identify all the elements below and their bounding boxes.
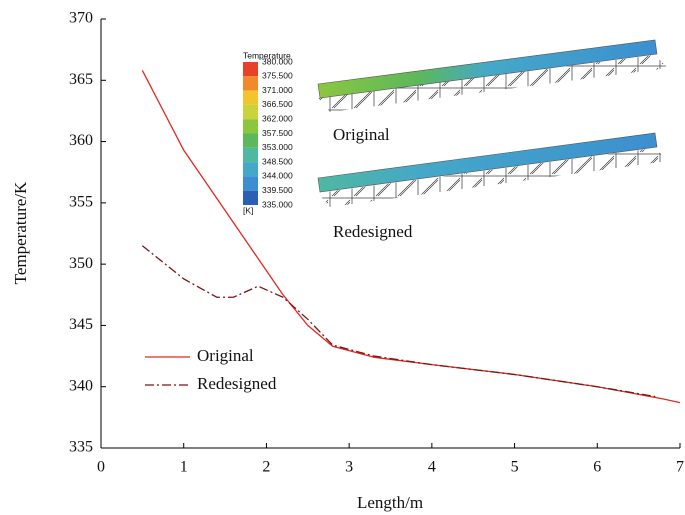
y-axis-label: Temperature/K [11,181,30,284]
y-tick-label: 335 [69,439,93,456]
x-tick-label: 0 [97,459,105,476]
colorbar-label: 375.500 [262,71,293,81]
x-tick-label: 2 [262,459,270,476]
x-axis-label: Length/m [357,493,423,512]
colorbar-label: 339.500 [262,185,293,195]
colorbar-label: 335.000 [262,199,293,209]
colorbar-label: 380.000 [262,56,293,66]
legend-label: Original [197,346,254,365]
y-tick-label: 370 [69,10,93,27]
colorbar-label: 357.500 [262,128,293,138]
colorbar-segment [243,91,258,105]
y-tick-label: 345 [69,316,93,333]
chart: Temperature [K] Original Redesigned Leng… [0,0,685,515]
colorbar-segment [243,148,258,162]
colorbar-label: 353.000 [262,142,293,152]
x-tick-label: 5 [511,459,519,476]
colorbar-unit: [K] [243,205,253,215]
x-tick-label: 4 [428,459,436,476]
colorbar-segment [243,176,258,190]
y-tick-label: 350 [69,255,93,272]
colorbar-segment [243,162,258,176]
x-tick-label: 6 [593,459,601,476]
y-tick-label: 340 [69,377,93,394]
x-tick-label: 7 [676,459,684,476]
colorbar-label: 344.000 [262,171,293,181]
colorbar-label: 371.000 [262,85,293,95]
colorbar-segment [243,119,258,133]
y-tick-label: 360 [69,132,93,149]
y-tick-label: 355 [69,194,93,211]
y-tick-label: 365 [69,71,93,88]
colorbar-label: 366.500 [262,99,293,109]
legend-label: Redesigned [197,374,277,393]
colorbar-segment [243,105,258,119]
colorbar-label: 348.500 [262,156,293,166]
colorbar-label: 362.000 [262,113,293,123]
inset-render [318,40,668,207]
x-tick-label: 1 [180,459,188,476]
colorbar-segment [243,76,258,90]
inset-caption: Original [333,125,390,144]
colorbar-segment [243,62,258,76]
colorbar-segment [243,134,258,148]
colorbar-segment [243,191,258,205]
inset-caption: Redesigned [333,222,413,241]
x-tick-label: 3 [345,459,353,476]
